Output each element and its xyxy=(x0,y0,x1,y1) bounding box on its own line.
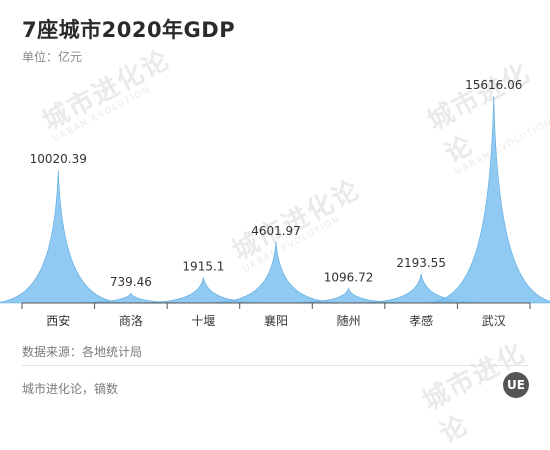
category-label: 孝感 xyxy=(409,313,433,328)
value-label: 10020.39 xyxy=(30,152,87,166)
value-label: 15616.06 xyxy=(465,78,522,92)
category-label: 西安 xyxy=(46,313,70,328)
data-source: 数据来源：各地统计局 xyxy=(22,345,143,359)
peak-武汉 xyxy=(424,95,550,304)
ue-logo: UE xyxy=(503,372,529,398)
category-label: 随州 xyxy=(337,313,361,328)
value-label: 1915.1 xyxy=(182,260,224,274)
value-label: 1096.72 xyxy=(324,270,374,284)
category-label: 十堰 xyxy=(191,314,215,328)
category-label: 襄阳 xyxy=(264,313,288,328)
gdp-chart: 10020.39 西安 739.46 商洛 1915.1 十堰 4601.97 襄阳 1096.… xyxy=(0,78,550,328)
footer-divider xyxy=(22,365,528,366)
peak-襄阳 xyxy=(207,241,345,304)
category-label: 武汉 xyxy=(482,314,506,328)
unit-label: 单位：亿元 xyxy=(22,50,83,64)
peak-西安 xyxy=(0,170,128,304)
value-label: 4601.97 xyxy=(251,224,301,238)
value-label: 2193.55 xyxy=(396,256,446,270)
category-label: 商洛 xyxy=(119,313,143,328)
value-label: 739.46 xyxy=(110,275,152,289)
author-credit: 城市进化论，镝数 xyxy=(22,382,119,396)
chart-title: 7座城市2020年GDP xyxy=(22,18,236,42)
